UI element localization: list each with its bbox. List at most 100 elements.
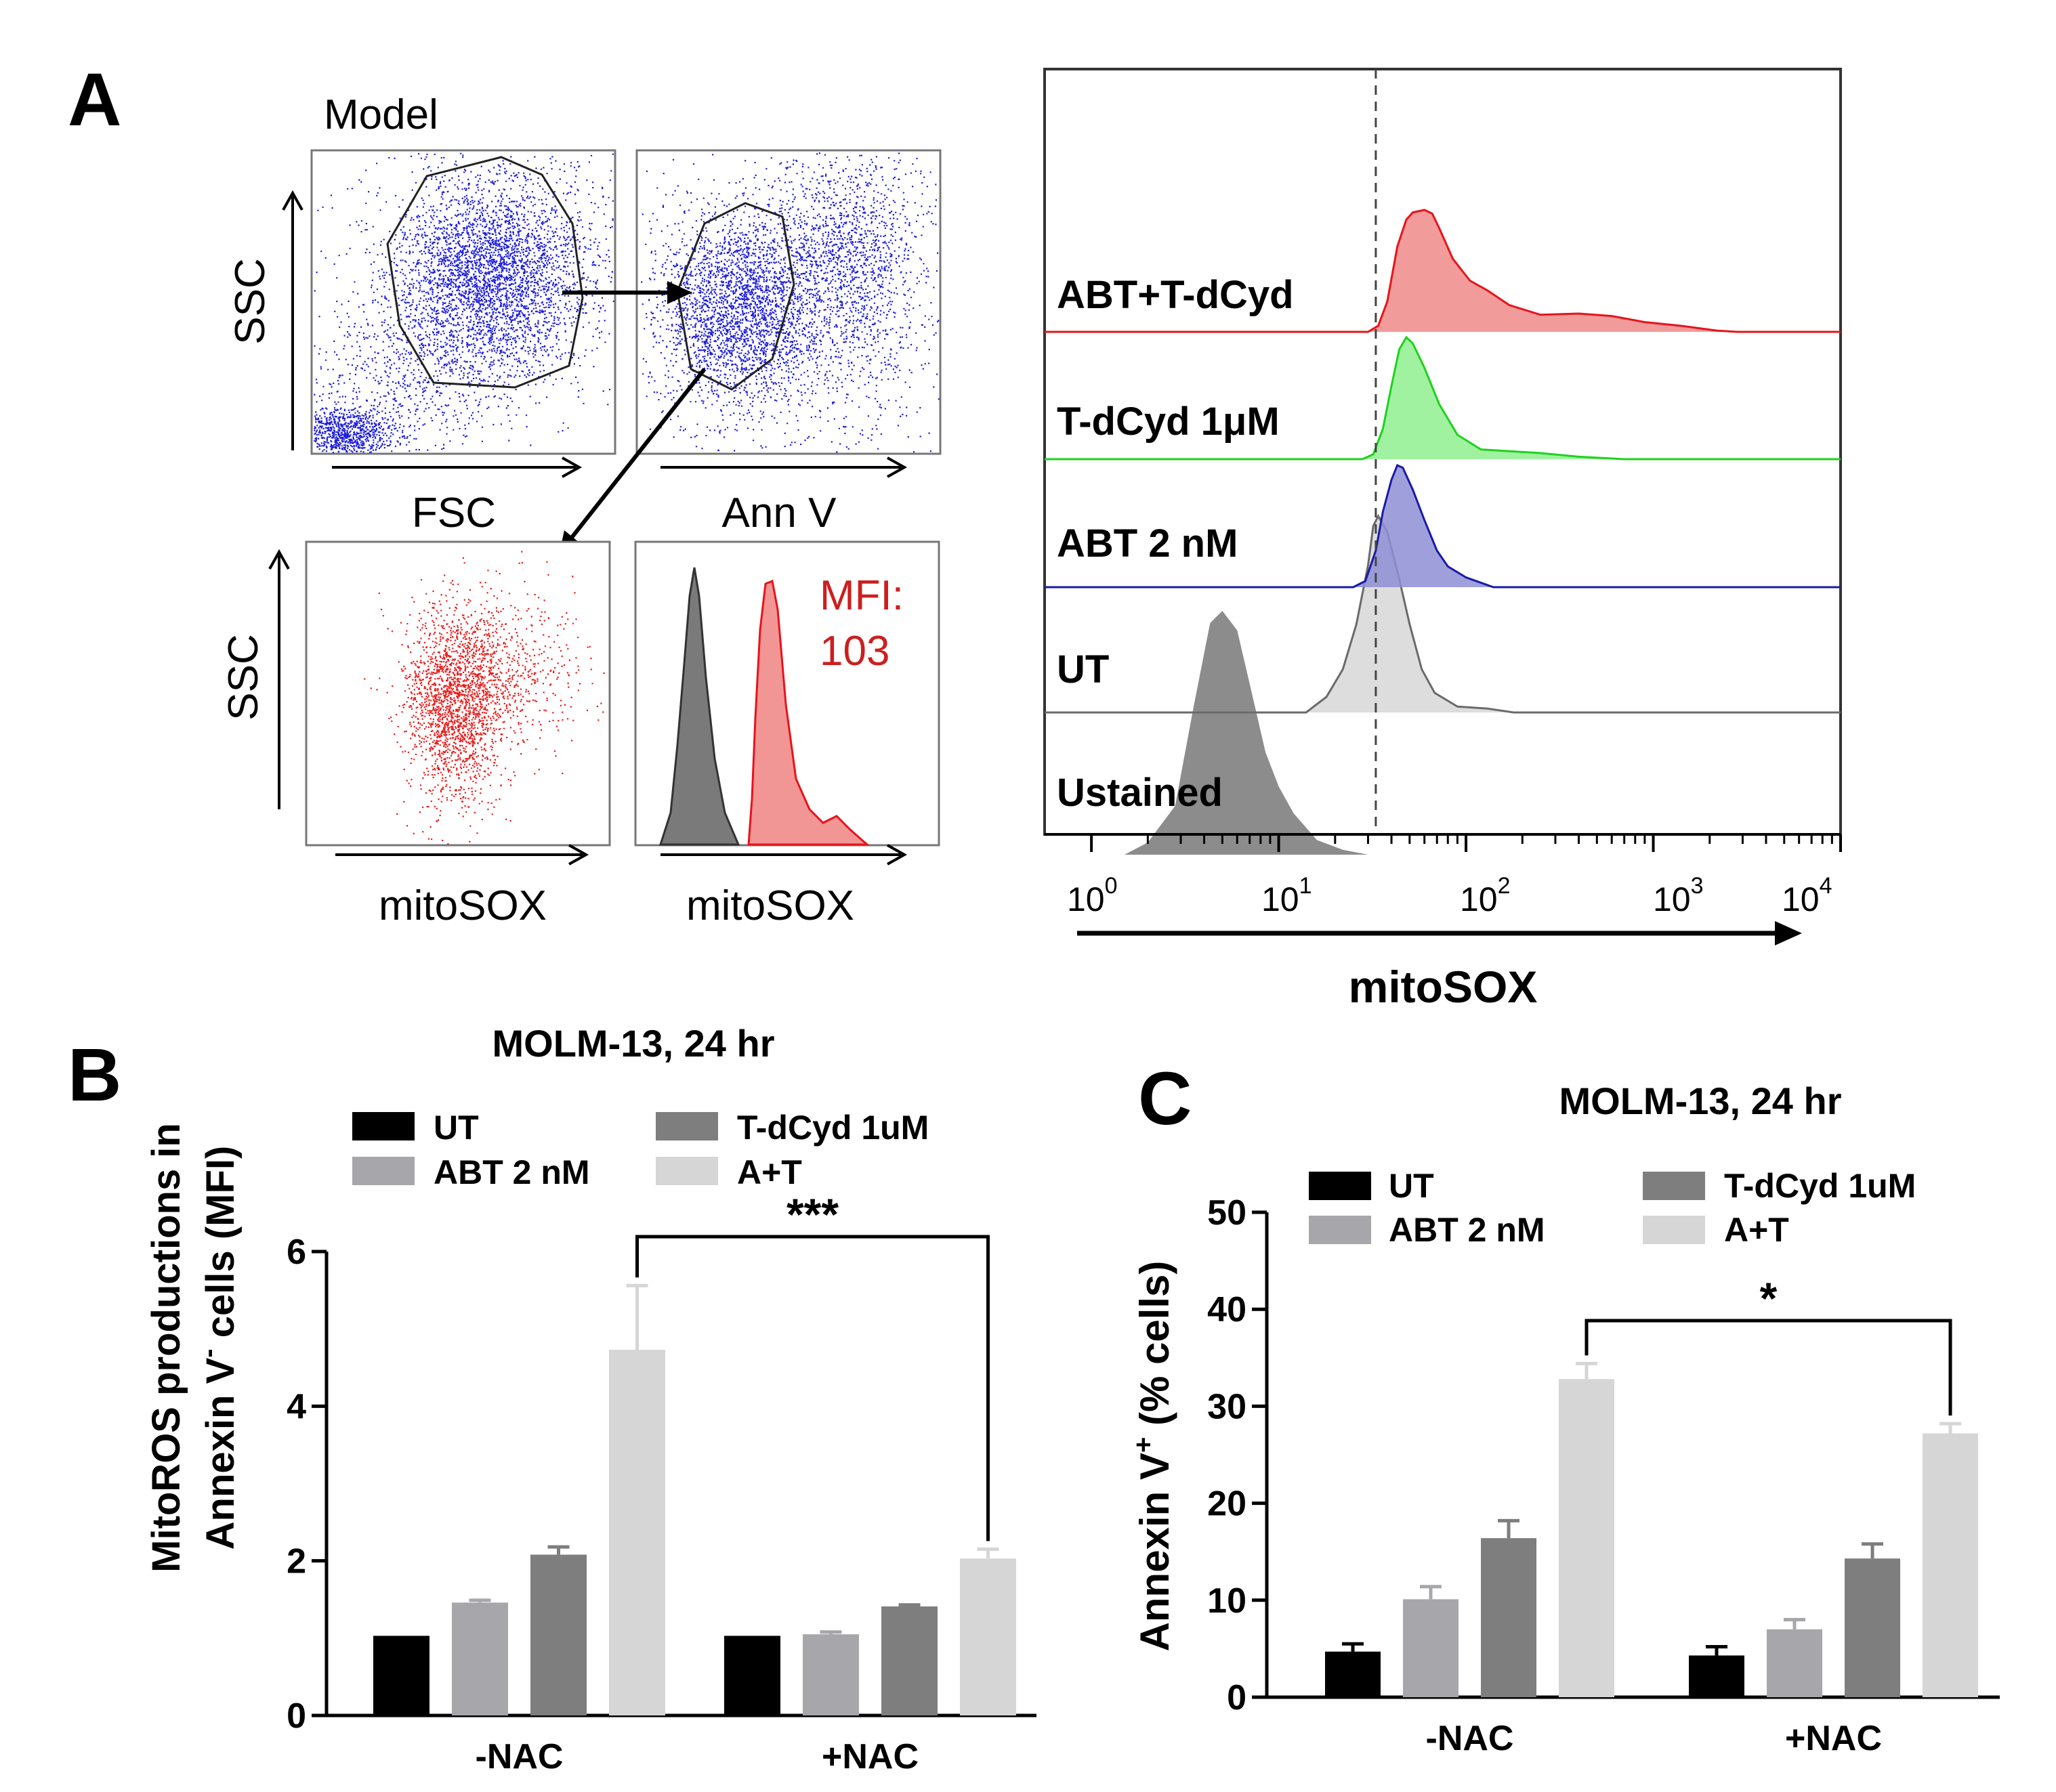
y-tick-label: 50 bbox=[1207, 1193, 1246, 1233]
x-category-label: +NAC bbox=[1785, 1719, 1882, 1758]
bar-a-t-plus-nac bbox=[1923, 1433, 1978, 1697]
tick-label-10-1: 101 bbox=[1261, 873, 1312, 918]
scatter-dots-blue bbox=[641, 152, 940, 453]
gating-plot-mitosox-histogram: MFI: 103 mitoSOX bbox=[634, 540, 940, 929]
annv-axis-label: Ann V bbox=[722, 490, 837, 536]
mfi-value: 103 bbox=[820, 628, 889, 675]
y-tick-label: 10 bbox=[1207, 1581, 1246, 1621]
y-tick-label: 40 bbox=[1207, 1290, 1246, 1329]
significance-label: *** bbox=[786, 1189, 839, 1239]
chart-b-title: MOLM-13, 24 hr bbox=[492, 1022, 775, 1065]
mitosox-axis-label: mitoSOX bbox=[686, 882, 854, 929]
gating-plot-annv-ssc: Ann V bbox=[635, 149, 942, 536]
scatter-point-cloud bbox=[364, 551, 605, 845]
gate-polygon bbox=[386, 156, 584, 389]
y-tick-label: 0 bbox=[287, 1697, 306, 1736]
y-tick-label: 30 bbox=[1207, 1387, 1246, 1426]
arrowhead bbox=[268, 549, 290, 570]
significance-label: * bbox=[1760, 1273, 1778, 1323]
legend-swatch-ut bbox=[352, 1112, 415, 1140]
bar-abt-2-nm-plus-nac bbox=[1767, 1629, 1822, 1697]
bar-ut-plus-nac bbox=[1689, 1655, 1744, 1697]
arrowhead bbox=[667, 281, 692, 304]
histogram-line-3 bbox=[1045, 463, 1841, 589]
arrowhead bbox=[887, 844, 908, 866]
gating-plot-mitosox-ssc: SSC mitoSOX bbox=[220, 540, 611, 929]
panel-a: A Model SSC FSC Ann V bbox=[68, 58, 1842, 1012]
histogram-line-2 bbox=[1045, 335, 1841, 461]
scatter-point-cloud bbox=[641, 152, 940, 453]
significance-bracket bbox=[635, 1235, 990, 1541]
tick-label-10-3: 103 bbox=[1653, 873, 1704, 918]
gate-arrow-down bbox=[564, 368, 707, 547]
histogram-fill-1 bbox=[1045, 210, 1841, 332]
chart-c-marks bbox=[1252, 1210, 2000, 1699]
significance-bracket bbox=[1585, 1319, 1952, 1416]
model-label: Model bbox=[324, 91, 438, 138]
chart-b-ylabel-line1: MitoROS productions in bbox=[144, 1123, 188, 1573]
bar-abt-2-nm-minus-nac bbox=[1403, 1599, 1459, 1697]
y-tick-label: 0 bbox=[1227, 1678, 1246, 1718]
mitosox-axis-label: mitoSOX bbox=[379, 882, 547, 929]
arrowhead bbox=[568, 844, 589, 866]
y-tick-label: 20 bbox=[1207, 1485, 1246, 1524]
legend-swatch-tdcyd bbox=[656, 1112, 718, 1140]
chart-c-ylabel: Annexin V+ (% cells) bbox=[1129, 1261, 1177, 1652]
bar-ut-plus-nac bbox=[724, 1636, 780, 1715]
bar-abt-2-nm-minus-nac bbox=[452, 1602, 508, 1715]
histogram-fill-2 bbox=[1045, 337, 1841, 459]
bar-a-t-plus-nac bbox=[960, 1558, 1016, 1715]
bar-t-dcyd-1um-plus-nac bbox=[1845, 1558, 1900, 1697]
bar-ut-minus-nac bbox=[1325, 1651, 1381, 1697]
mfi-label: MFI: bbox=[820, 572, 904, 619]
y-tick-label: 4 bbox=[287, 1387, 306, 1426]
legend-label-at: A+T bbox=[1724, 1211, 1789, 1249]
bar-t-dcyd-1um-minus-nac bbox=[1481, 1538, 1536, 1697]
panel-c-letter: C bbox=[1138, 1057, 1192, 1140]
histogram-fill-5 bbox=[1045, 611, 1841, 855]
bar-abt-2-nm-plus-nac bbox=[803, 1634, 859, 1715]
legend-swatch-tdcyd bbox=[1643, 1172, 1705, 1200]
chart-c-title: MOLM-13, 24 hr bbox=[1559, 1080, 1842, 1122]
bar-a-t-minus-nac bbox=[1559, 1379, 1614, 1697]
legend-swatch-ut bbox=[1309, 1172, 1371, 1200]
tick-label-10-2: 102 bbox=[1460, 873, 1511, 918]
legend-label-ut: UT bbox=[434, 1109, 479, 1147]
legend-label-abt: ABT 2 nM bbox=[1389, 1211, 1545, 1249]
bar-t-dcyd-1um-plus-nac bbox=[881, 1606, 938, 1715]
bar-a-t-minus-nac bbox=[609, 1349, 665, 1715]
overlay-xlabel: mitoSOX bbox=[1349, 962, 1538, 1012]
histogram-unstained bbox=[658, 567, 740, 846]
chart-b-yticks: 0 2 4 6 bbox=[287, 1233, 306, 1736]
chart-b-legend: UT ABT 2 nM T-dCyd 1uM A+T bbox=[352, 1109, 929, 1191]
ssc-axis-label: SSC bbox=[220, 634, 267, 720]
arrowhead bbox=[1775, 921, 1802, 945]
x-category-label: -NAC bbox=[1426, 1719, 1514, 1758]
legend-label-tdcyd: T-dCyd 1uM bbox=[737, 1109, 929, 1147]
legend-swatch-abt bbox=[352, 1157, 415, 1185]
y-tick-label: 2 bbox=[287, 1542, 306, 1581]
legend-swatch-at bbox=[1643, 1216, 1705, 1244]
overlay-histogram-shapes bbox=[1045, 209, 1841, 855]
gating-plot-fsc-ssc: SSC FSC bbox=[227, 149, 616, 536]
scatter-dots-red bbox=[364, 551, 605, 845]
x-category-label: +NAC bbox=[822, 1737, 919, 1776]
legend-label-abt: ABT 2 nM bbox=[434, 1153, 590, 1191]
tick-label-10-4: 104 bbox=[1782, 873, 1832, 918]
chart-b-ylabel-line2: Annexin V- cells (MFI) bbox=[194, 1146, 243, 1550]
bar-ut-minus-nac bbox=[373, 1636, 429, 1715]
tick-label-10-0: 100 bbox=[1067, 873, 1118, 918]
gate-polygon bbox=[676, 202, 795, 391]
sample-label-ut: UT bbox=[1057, 647, 1109, 691]
arrowhead bbox=[562, 456, 583, 478]
ssc-axis-label: SSC bbox=[227, 258, 274, 344]
chart-c-yticks: 0 10 20 30 40 50 bbox=[1207, 1193, 1246, 1718]
chart-c-legend: UT ABT 2 nM T-dCyd 1uM A+T bbox=[1309, 1167, 1916, 1249]
chart-b-marks bbox=[312, 1235, 1036, 1718]
bar-t-dcyd-1um-minus-nac bbox=[530, 1554, 587, 1715]
sample-label-tdcyd: T-dCyd 1μM bbox=[1057, 400, 1280, 444]
histogram-fill-3 bbox=[1045, 465, 1841, 587]
legend-swatch-abt bbox=[1309, 1216, 1371, 1244]
sample-label-abt: ABT 2 nM bbox=[1057, 521, 1238, 566]
y-tick-label: 6 bbox=[287, 1233, 306, 1272]
